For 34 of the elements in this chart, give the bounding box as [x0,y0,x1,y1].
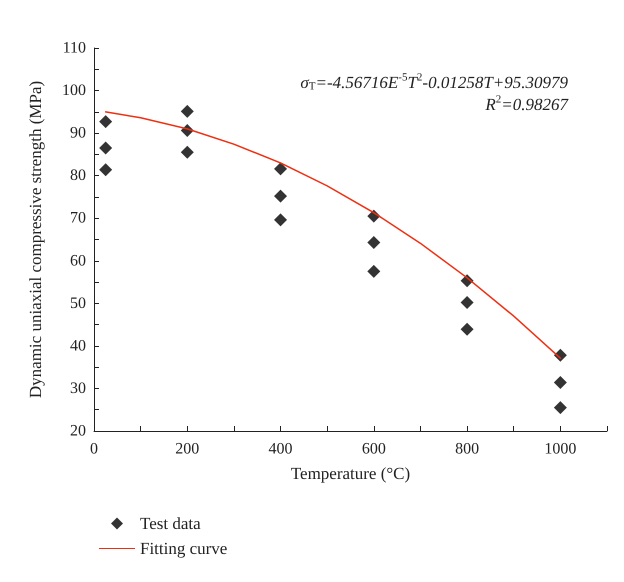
point [460,296,474,309]
point [99,142,112,155]
x-tick-label: 0 [90,440,98,458]
y-tick-label: 30 [70,380,86,397]
legend-label: Fitting curve [140,539,228,558]
point [99,163,112,176]
y-tick-label: 70 [70,210,86,227]
y-tick-label: 80 [70,167,86,184]
x-tick-label: 1000 [544,440,576,458]
y-axis-title: Dynamic uniaxial compressive strength (MPa) [26,80,45,398]
x-axis-title: Temperature (°C) [290,464,410,483]
x-tick-label: 800 [455,440,480,458]
point [180,146,194,159]
point [274,162,288,176]
y-tick-label: 110 [62,40,86,56]
legend-label: Test data [140,514,202,533]
y-tick-label: 50 [70,294,86,312]
y-tick-label: 40 [70,337,86,354]
y-tick-label: 60 [70,252,86,270]
x-tick-label: 400 [268,440,293,458]
point [554,401,567,414]
x-tick-label: 600 [362,440,386,458]
point [274,190,288,203]
y-tick-label: 100 [62,82,86,100]
point [180,104,194,118]
point [460,322,474,336]
point [554,376,567,389]
x-tick-label: 200 [175,440,200,458]
point [274,213,288,226]
point [367,236,380,249]
y-tick-label: 90 [70,124,86,142]
y-tick-label: 20 [70,422,86,440]
point [99,115,112,128]
point [367,264,380,278]
